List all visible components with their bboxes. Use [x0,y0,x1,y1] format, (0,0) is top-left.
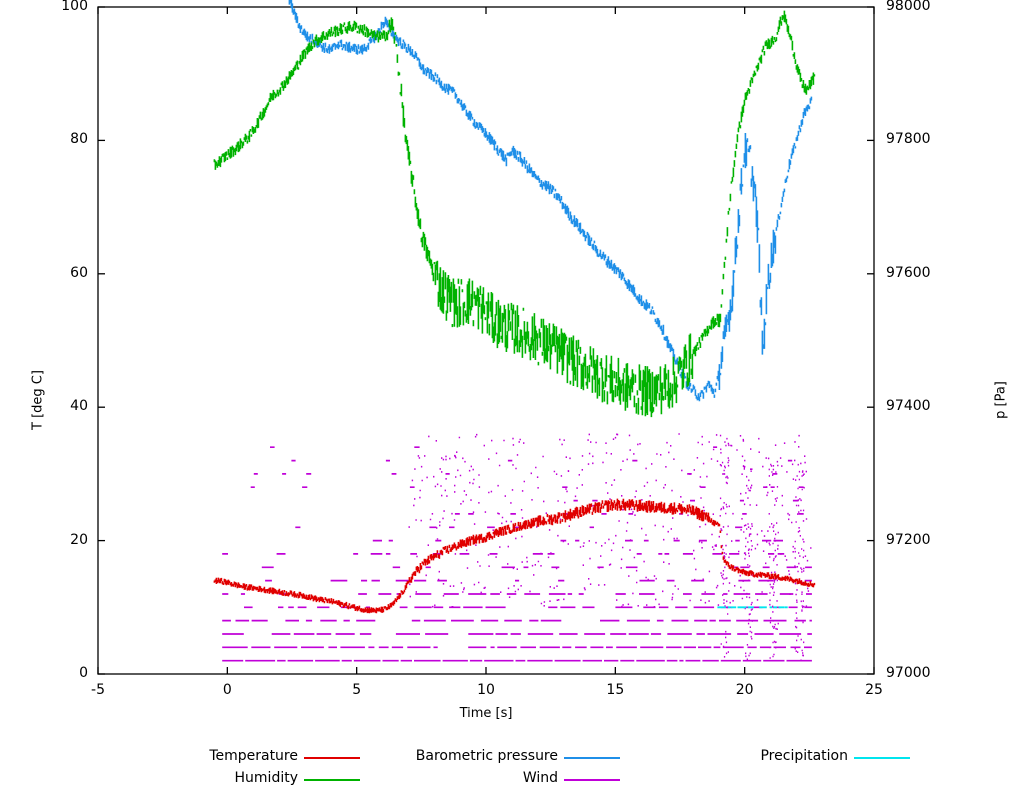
series-barometric-pressure [288,0,813,402]
series-wind [222,433,812,662]
y-axis-right-label: p [Pa] [993,381,1009,419]
legend-label: Barometric pressure [415,748,558,764]
y-tick-label-right: 97600 [886,264,931,281]
y-tick-label-left: 0 [79,665,88,681]
series-temperature [213,498,816,614]
x-tick-label: 0 [222,682,232,698]
x-tick-label: 20 [735,682,754,698]
y-tick-label-right: 97000 [886,665,931,681]
x-tick-label: 5 [352,682,362,698]
legend-item[interactable]: Wind [390,770,620,790]
y-tick-label-left: 60 [70,264,88,281]
x-tick-label: 25 [865,682,883,698]
y-axis-left-label: T [deg C] [30,370,46,430]
y-tick-label-right: 97400 [886,398,931,415]
y-tick-label-right: 97200 [886,531,931,548]
legend-item[interactable]: Barometric pressure [390,748,620,768]
axis-ticks [97,6,875,675]
legend-color-swatch [564,757,620,759]
y-tick-label-right: 98000 [886,0,931,14]
legend-label: Precipitation [760,748,848,764]
legend-label: Temperature [209,748,298,764]
x-tick-label: 10 [477,682,495,698]
legend-item[interactable]: Precipitation [680,748,910,768]
x-axis-label: Time [s] [459,706,513,721]
legend-label: Humidity [234,770,298,786]
series-humidity [213,10,816,418]
chart-legend: Temperature Humidity Barometric pressure Wi… [0,748,1024,796]
x-tick-label: -5 [91,682,105,698]
y-tick-label-left: 100 [61,0,88,14]
y-tick-label-right: 97800 [886,131,931,148]
legend-label: Wind [522,770,558,786]
x-tick-label: 15 [606,682,625,698]
y-tick-label-left: 20 [70,531,88,548]
legend-item[interactable]: Humidity [160,770,360,790]
legend-color-swatch [854,757,910,759]
legend-color-swatch [304,779,360,781]
legend-item[interactable]: Temperature [160,748,360,768]
y-tick-label-left: 80 [70,131,88,148]
legend-color-swatch [304,757,360,759]
legend-color-swatch [564,779,620,781]
y-tick-label-left: 40 [70,398,88,415]
